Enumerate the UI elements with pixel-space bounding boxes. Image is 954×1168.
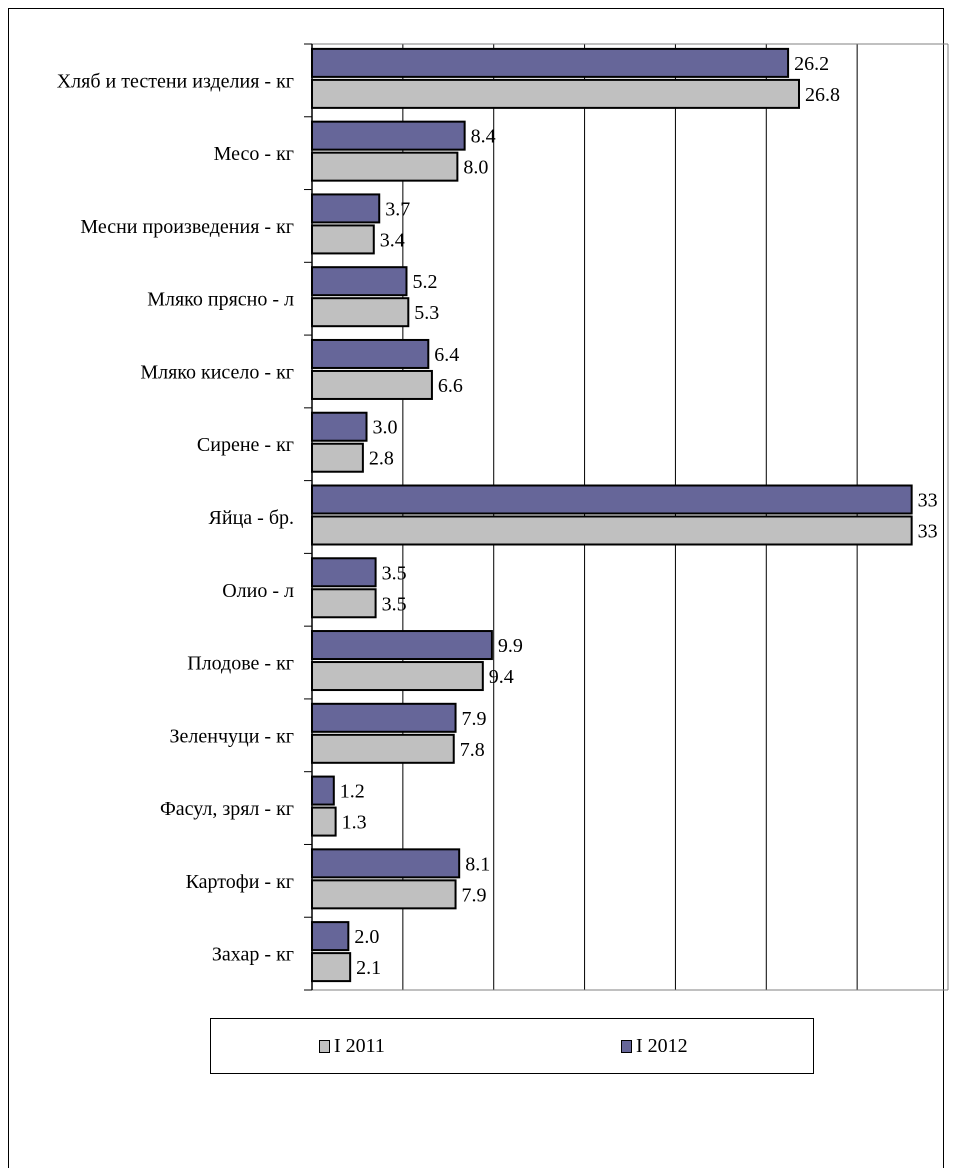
bar xyxy=(311,266,408,297)
data-label: 2.0 xyxy=(354,926,379,948)
data-label: 3.5 xyxy=(382,593,407,615)
bar xyxy=(311,193,381,224)
legend-label-2011: I 2011 xyxy=(334,1035,385,1057)
bar xyxy=(311,775,335,806)
category-label: Сирене - кг xyxy=(197,434,294,456)
bar xyxy=(311,661,484,692)
category-label: Плодове - кг xyxy=(187,653,294,675)
bar xyxy=(311,411,368,442)
category-label: Месо - кг xyxy=(214,143,294,165)
category-label: Олио - л xyxy=(222,580,294,602)
data-label: 6.6 xyxy=(438,375,463,397)
data-label: 33 xyxy=(918,490,938,512)
data-label: 7.9 xyxy=(462,708,487,730)
data-label: 1.2 xyxy=(340,781,365,803)
legend-swatch-2012 xyxy=(621,1040,632,1053)
data-label: 2.1 xyxy=(356,957,381,979)
legend-label-2012: I 2012 xyxy=(636,1035,688,1057)
bar xyxy=(311,47,790,78)
data-label: 1.3 xyxy=(342,812,367,834)
category-label: Хляб и тестени изделия - кг xyxy=(57,70,294,92)
category-label: Зеленчуци - кг xyxy=(169,725,294,747)
legend: I 2011 I 2012 xyxy=(210,1018,814,1074)
bar xyxy=(311,806,337,837)
bar xyxy=(311,297,410,328)
category-label: Захар - кг xyxy=(212,944,294,966)
bar xyxy=(311,557,377,588)
bar xyxy=(311,442,364,473)
bar xyxy=(311,733,455,764)
category-label: Мляко кисело - кг xyxy=(140,361,294,383)
data-label: 6.4 xyxy=(434,344,459,366)
bar xyxy=(311,848,461,879)
category-label: Яйца - бр. xyxy=(209,507,294,529)
bar xyxy=(311,338,430,369)
data-label: 3.0 xyxy=(373,417,398,439)
data-label: 9.4 xyxy=(489,666,514,688)
data-label: 26.2 xyxy=(794,53,829,75)
legend-item-2011: I 2011 xyxy=(319,1035,385,1058)
bar xyxy=(311,588,377,619)
data-label: 7.9 xyxy=(462,884,487,906)
legend-swatch-2011 xyxy=(319,1040,330,1053)
bar xyxy=(311,224,375,255)
bar xyxy=(311,484,913,515)
data-label: 8.1 xyxy=(465,853,490,875)
data-label: 9.9 xyxy=(498,635,523,657)
bar xyxy=(311,879,457,910)
data-label: 3.7 xyxy=(385,198,410,220)
category-label: Мляко прясно - л xyxy=(147,289,294,311)
bar xyxy=(311,921,350,952)
data-label: 2.8 xyxy=(369,448,394,470)
data-label: 8.0 xyxy=(463,157,488,179)
data-label: 5.2 xyxy=(412,271,437,293)
bar xyxy=(311,515,913,546)
bar xyxy=(311,702,457,733)
category-label: Фасул, зрял - кг xyxy=(160,798,294,820)
category-label: Месни произведения - кг xyxy=(80,216,294,238)
data-label: 8.4 xyxy=(471,126,496,148)
bar xyxy=(311,78,800,109)
data-label: 7.8 xyxy=(460,739,485,761)
data-label: 26.8 xyxy=(805,84,840,106)
legend-item-2012: I 2012 xyxy=(621,1035,688,1058)
data-label: 5.3 xyxy=(414,302,439,324)
data-label: 3.4 xyxy=(380,229,405,251)
bar xyxy=(311,952,352,983)
bar xyxy=(311,151,459,182)
category-label: Картофи - кг xyxy=(186,871,294,893)
bar xyxy=(311,120,466,151)
bar xyxy=(311,630,493,661)
data-label: 33 xyxy=(918,521,938,543)
bar xyxy=(311,369,433,400)
chart-frame xyxy=(8,8,944,1168)
data-label: 3.5 xyxy=(382,562,407,584)
